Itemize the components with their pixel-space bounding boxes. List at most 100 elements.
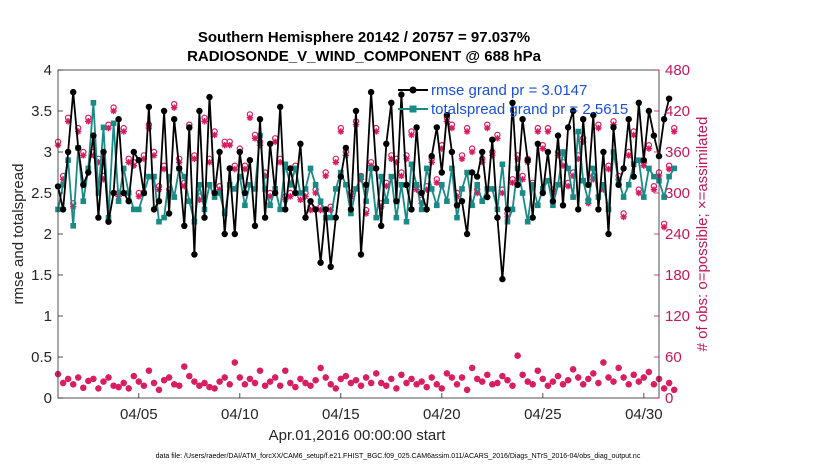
obs-assimilated-marker (519, 371, 526, 378)
rmse-point (59, 206, 67, 213)
obs-assimilated-marker (302, 379, 309, 387)
obs-assimilated-marker (489, 381, 496, 388)
obs-assimilated-marker (90, 375, 97, 383)
obs-assimilated-marker (408, 131, 415, 139)
totalspread-point (570, 194, 576, 200)
totalspread-point (439, 182, 445, 188)
rmse-point (524, 157, 531, 164)
totalspread-point (161, 214, 167, 221)
obs-assimilated-marker (650, 186, 658, 193)
obs-assimilated-marker (494, 379, 501, 387)
obs-assimilated-marker (226, 142, 233, 149)
rmse-point (317, 259, 324, 266)
totalspread-point (110, 120, 117, 127)
rmse-point (90, 132, 97, 139)
rmse-point (494, 214, 501, 221)
rmse-point (337, 173, 344, 180)
totalspread-point (181, 173, 188, 180)
rmse-point (176, 165, 183, 172)
obs-assimilated-marker (645, 145, 653, 152)
totalspread-point (413, 182, 420, 188)
rmse-point (70, 88, 77, 96)
obs-assimilated-marker (206, 383, 213, 391)
obs-assimilated-marker (59, 379, 67, 387)
totalspread-point (333, 186, 339, 192)
obs-assimilated-marker (266, 378, 274, 385)
totalspread-point (282, 161, 289, 168)
rmse-point (125, 198, 132, 205)
rmse-point (100, 148, 107, 156)
obs-assimilated-marker (130, 372, 137, 380)
rmse-point (605, 230, 612, 238)
y-left-tick-label: 3 (44, 144, 52, 161)
totalspread-point (317, 198, 324, 204)
totalspread-point (550, 202, 556, 209)
rmse-point (514, 181, 521, 188)
obs-assimilated-marker (75, 374, 82, 381)
obs-assimilated-marker (398, 371, 405, 378)
totalspread-point (60, 182, 66, 188)
obs-assimilated-marker (297, 196, 304, 203)
rmse-point (105, 218, 112, 225)
obs-assimilated-marker (347, 379, 355, 387)
rmse-point (191, 251, 198, 258)
obs-assimilated-marker (110, 107, 117, 115)
obs-assimilated-marker (135, 378, 142, 385)
obs-assimilated-marker (80, 152, 87, 159)
obs-assimilated-marker (468, 148, 476, 156)
obs-assimilated-marker (171, 381, 178, 388)
obs-assimilated-marker (544, 382, 552, 389)
obs-assimilated-marker (352, 377, 360, 384)
totalspread-point (620, 194, 627, 200)
rmse-point (251, 222, 259, 229)
rmse-point (312, 206, 319, 213)
obs-assimilated-marker (630, 371, 637, 378)
totalspread-point (403, 218, 410, 225)
obs-assimilated-marker (337, 375, 344, 383)
rmse-point (509, 99, 516, 107)
obs-assimilated-marker (312, 377, 319, 384)
totalspread-point (211, 194, 218, 200)
y-axis-left: 0 0.5 1 1.5 2 2.5 3 3.5 4 (31, 62, 63, 407)
obs-assimilated-marker (150, 379, 158, 387)
totalspread-point (600, 182, 607, 188)
obs-assimilated-marker (509, 382, 516, 389)
totalspread-point (136, 206, 142, 213)
obs-assimilated-marker (322, 172, 329, 180)
totalspread-point (560, 149, 566, 155)
obs-assimilated-marker (580, 381, 587, 388)
rmse-point (135, 157, 142, 164)
obs-assimilated-marker (635, 189, 642, 197)
totalspread-point (131, 206, 137, 213)
y-right-tick-label: 0 (665, 390, 673, 407)
rmse-point (95, 214, 102, 221)
totalspread-point (237, 173, 243, 180)
rmse-point (246, 157, 254, 164)
rmse-point (393, 198, 400, 205)
totalspread-point (191, 218, 198, 225)
rmse-point (428, 152, 435, 160)
obs-assimilated-marker (181, 363, 188, 370)
x-tick-label: 04/30 (625, 406, 663, 423)
totalspread-point (242, 202, 248, 209)
rmse-point (186, 124, 193, 131)
totalspread-point (459, 186, 465, 192)
obs-assimilated-marker (559, 381, 567, 388)
rmse-point (110, 189, 117, 197)
chart-title-line1: Southern Hemisphere 20142 / 20757 = 97.0… (198, 29, 530, 46)
totalspread-point (499, 161, 506, 168)
rmse-point (181, 222, 188, 229)
obs-assimilated-marker (403, 379, 410, 387)
rmse-point (357, 251, 365, 258)
rmse-point (504, 206, 511, 213)
totalspread-point (156, 218, 162, 225)
y-axis-left-label: rmse and totalspread (10, 164, 27, 305)
totalspread-point (509, 206, 516, 213)
totalspread-point (100, 124, 107, 131)
totalspread-point (625, 182, 632, 188)
obs-assimilated-marker (261, 382, 269, 389)
obs-assimilated-marker (125, 385, 132, 392)
totalspread-point (292, 165, 299, 172)
obs-assimilated-marker (165, 374, 173, 381)
obs-assimilated-marker (272, 138, 279, 145)
